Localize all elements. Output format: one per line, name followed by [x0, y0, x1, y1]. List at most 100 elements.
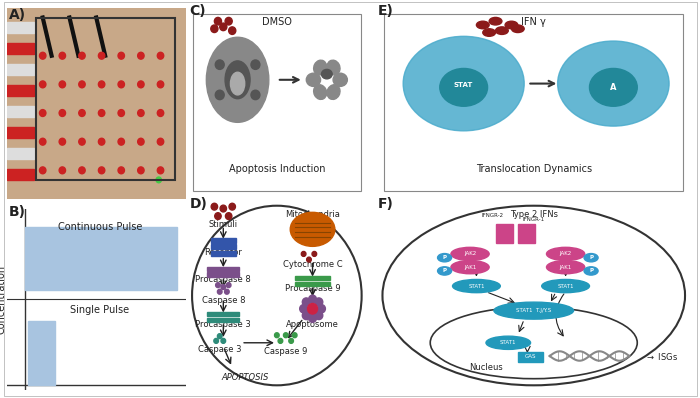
Text: JAK2: JAK2: [559, 252, 572, 256]
Bar: [207, 318, 239, 322]
Bar: [29, 321, 55, 384]
Circle shape: [300, 304, 307, 313]
Ellipse shape: [547, 261, 584, 274]
Circle shape: [138, 109, 144, 117]
Circle shape: [79, 167, 85, 174]
Text: APOPTOSIS: APOPTOSIS: [221, 373, 268, 382]
Circle shape: [211, 203, 218, 210]
Bar: [211, 244, 236, 249]
Circle shape: [59, 167, 66, 174]
Text: Single Pulse: Single Pulse: [70, 305, 130, 315]
Text: A): A): [9, 8, 26, 22]
Ellipse shape: [225, 61, 250, 99]
Text: P: P: [589, 255, 593, 260]
Text: IFNGR-2: IFNGR-2: [482, 213, 503, 218]
Text: JAK1: JAK1: [464, 265, 476, 270]
Text: STAT1  T.J/Y.S: STAT1 T.J/Y.S: [516, 308, 552, 313]
Text: Caspase 3: Caspase 3: [198, 345, 242, 354]
Text: Concentration: Concentration: [0, 265, 6, 334]
Circle shape: [309, 314, 316, 322]
Text: F): F): [378, 197, 393, 211]
Text: STAT1: STAT1: [500, 340, 517, 345]
Circle shape: [39, 138, 46, 145]
Circle shape: [59, 81, 66, 88]
Ellipse shape: [290, 213, 335, 246]
Text: STAT1: STAT1: [468, 283, 484, 289]
Circle shape: [229, 203, 235, 210]
Text: B): B): [9, 205, 26, 219]
Text: C): C): [190, 4, 206, 18]
Ellipse shape: [307, 73, 321, 86]
Circle shape: [512, 25, 524, 33]
Text: Mitochondria: Mitochondria: [285, 211, 340, 219]
Circle shape: [307, 257, 312, 262]
Bar: [295, 276, 330, 281]
Text: Receptor: Receptor: [204, 248, 242, 257]
Circle shape: [158, 138, 164, 145]
Circle shape: [99, 81, 105, 88]
Bar: [207, 267, 239, 271]
Circle shape: [220, 205, 227, 212]
Circle shape: [211, 25, 218, 33]
Circle shape: [293, 333, 297, 338]
Circle shape: [584, 254, 598, 262]
Text: IFNGR-1: IFNGR-1: [523, 217, 545, 222]
Circle shape: [584, 267, 598, 275]
Circle shape: [483, 29, 496, 36]
Text: P: P: [589, 268, 593, 273]
Text: D): D): [190, 197, 207, 211]
Text: $\rightarrow$ ISGs: $\rightarrow$ ISGs: [645, 351, 678, 361]
Bar: [7, 170, 34, 180]
Circle shape: [215, 213, 221, 220]
Circle shape: [274, 333, 279, 338]
Text: STAT1: STAT1: [557, 283, 574, 289]
Circle shape: [214, 338, 218, 343]
Text: IFN γ: IFN γ: [522, 18, 546, 27]
Circle shape: [99, 109, 105, 117]
Bar: [207, 312, 239, 316]
Text: Apoptosis Induction: Apoptosis Induction: [229, 164, 325, 174]
Circle shape: [315, 311, 323, 320]
Circle shape: [216, 283, 220, 288]
Circle shape: [438, 267, 452, 275]
Text: Nucleus: Nucleus: [469, 363, 503, 372]
Circle shape: [118, 81, 125, 88]
Circle shape: [99, 138, 105, 145]
Text: Type 2 IFNs: Type 2 IFNs: [510, 211, 558, 219]
Text: GAS: GAS: [525, 355, 536, 359]
Circle shape: [79, 138, 85, 145]
Bar: [7, 106, 34, 117]
Circle shape: [118, 138, 125, 145]
Circle shape: [39, 52, 46, 59]
Bar: [36, 18, 175, 180]
Bar: [7, 43, 34, 54]
Text: JAK1: JAK1: [559, 265, 572, 270]
Circle shape: [302, 298, 310, 306]
Circle shape: [318, 304, 326, 313]
Ellipse shape: [440, 68, 488, 106]
Circle shape: [216, 90, 224, 100]
Circle shape: [216, 60, 224, 69]
Bar: [211, 251, 236, 256]
Ellipse shape: [403, 36, 524, 131]
Circle shape: [309, 295, 316, 303]
Circle shape: [489, 18, 502, 25]
Circle shape: [226, 283, 231, 288]
Circle shape: [477, 21, 489, 29]
Bar: [295, 282, 330, 286]
Circle shape: [138, 81, 144, 88]
Bar: [496, 224, 513, 243]
Circle shape: [99, 52, 105, 59]
Circle shape: [39, 81, 46, 88]
Circle shape: [251, 90, 260, 100]
Circle shape: [225, 18, 232, 25]
Text: JAK2: JAK2: [464, 252, 476, 256]
Bar: [518, 224, 536, 243]
Bar: [7, 127, 34, 138]
Ellipse shape: [542, 279, 589, 293]
Ellipse shape: [314, 85, 327, 100]
Ellipse shape: [333, 73, 347, 86]
Bar: [211, 238, 236, 243]
Bar: [7, 22, 34, 33]
Circle shape: [39, 109, 46, 117]
